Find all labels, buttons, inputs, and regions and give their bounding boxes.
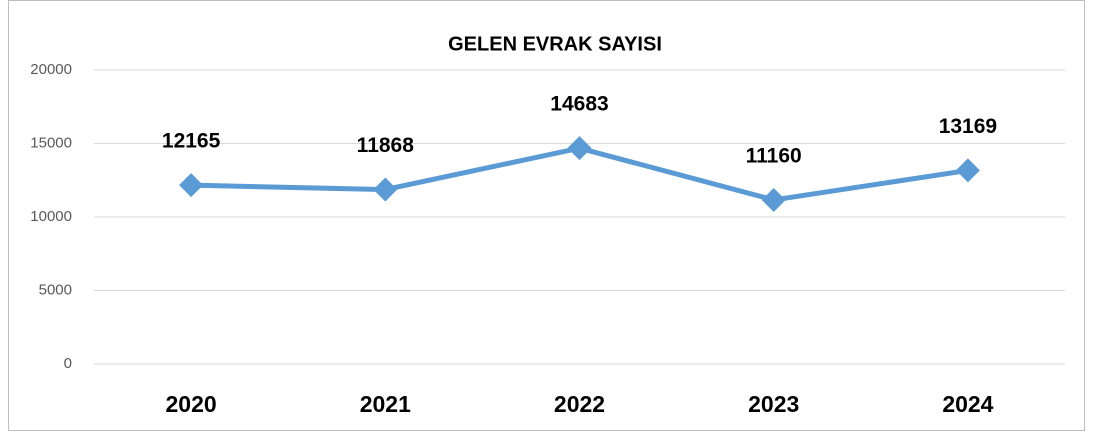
data-label: 13169 — [939, 115, 997, 138]
marker — [567, 136, 592, 161]
marker — [373, 177, 398, 202]
x-tick-label: 2021 — [360, 391, 411, 417]
y-tick-label: 5000 — [39, 281, 72, 298]
data-label: 14683 — [550, 93, 608, 116]
x-tick-label: 2022 — [554, 391, 605, 417]
chart-title: GELEN EVRAK SAYISI — [448, 33, 662, 55]
marker — [179, 173, 204, 198]
y-tick-label: 20000 — [30, 61, 72, 78]
x-tick-label: 2023 — [748, 391, 799, 417]
data-label: 12165 — [162, 130, 221, 153]
marker — [955, 158, 980, 183]
y-tick-label: 15000 — [30, 134, 72, 151]
data-label: 11160 — [746, 144, 802, 167]
y-tick-label: 0 — [64, 355, 72, 372]
y-tick-label: 10000 — [30, 208, 72, 225]
x-tick-label: 2024 — [942, 391, 993, 417]
marker — [761, 187, 786, 212]
chart-frame — [8, 0, 1085, 431]
x-tick-label: 2020 — [166, 391, 217, 417]
data-label: 11868 — [357, 134, 415, 157]
